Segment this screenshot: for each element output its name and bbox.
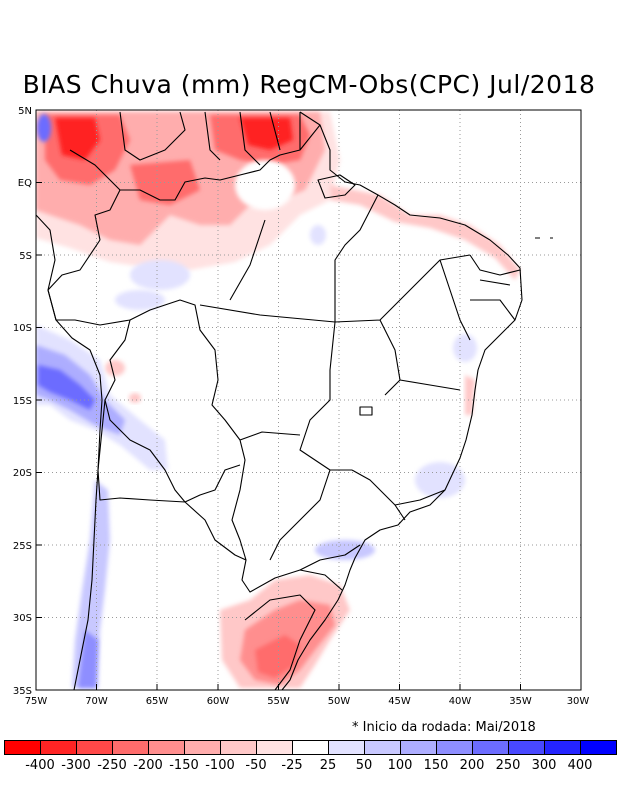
bias-area-andes-strong [38,365,95,410]
state-borders [199,194,521,571]
color-scale-label: -100 [205,758,235,773]
bias-patch-northwest-corner [37,114,51,142]
color-scale-swatch [472,740,509,755]
lat-label: 5S [19,251,32,262]
lon-label: 75W [25,696,48,707]
bias-patch-rondonia [115,290,165,310]
lat-label: 30S [13,613,32,624]
border-paraguay [184,501,247,561]
lat-label: 25S [13,541,32,552]
color-scale-label: 200 [459,758,485,773]
lat-label: 5N [18,106,32,117]
color-scale-label: -400 [25,758,55,773]
color-scale-label: -300 [61,758,91,773]
color-scale-label: 150 [423,758,449,773]
color-scale-label: -150 [169,758,199,773]
lat-label: 15S [13,396,32,407]
color-scale-swatch [4,740,41,755]
marajo-island [317,174,356,199]
bias-area-chile-coast [72,480,110,688]
run-start-note: * Inicio da rodada: Mai/2018 [352,720,536,735]
color-scale-swatch [292,740,329,755]
bias-area-ne-east-coast [465,375,475,415]
lon-label: 60W [207,696,230,707]
color-scale-swatch [76,740,113,755]
lon-label: 70W [85,696,108,707]
grid-lines [36,110,581,690]
border-uruguay [244,594,316,690]
color-scale-swatch [256,740,293,755]
bias-patch-bahia [453,334,477,362]
border-bolivia [104,319,241,503]
axis-ticks [36,109,521,691]
coastline [281,111,523,690]
bias-area-south-strong [255,635,300,678]
color-scale-label: -50 [245,758,267,773]
bias-patch-sp-coast [315,540,375,560]
border-brazil [47,124,343,593]
color-scale-swatch [148,740,185,755]
lat-label: EQ [18,178,32,189]
color-scale-swatch [220,740,257,755]
lon-label: 65W [146,696,169,707]
lon-label: 40W [449,696,472,707]
bias-spot-andes [129,393,141,403]
color-scale-swatch [436,740,473,755]
map-title: BIAS Chuva (mm) RegCM-Obs(CPC) Jul/2018 [22,70,596,99]
color-scale-label: 50 [355,758,373,773]
federal-district [359,406,373,416]
bias-spot-bolivia [105,360,125,376]
color-scale-swatch [400,740,437,755]
lon-label: 35W [509,696,532,707]
boundaries [36,111,553,690]
color-scale-label: 400 [567,758,593,773]
lon-label: 30W [567,696,590,707]
color-scale-swatch [184,740,221,755]
color-scale-label: -200 [133,758,163,773]
color-scale-label: 300 [531,758,557,773]
lat-label: 10S [13,323,32,334]
bias-area-chile-coast-strong [78,630,98,688]
color-scale-label: -250 [97,758,127,773]
bias-patch-amazon-west [130,260,190,290]
bias-patch-para [310,225,326,245]
color-scale-swatch [364,740,401,755]
color-scale-swatch [40,740,77,755]
color-scale-swatch [508,740,545,755]
coastline-west [36,214,103,690]
color-scale-label: 25 [319,758,337,773]
color-scale-label: 250 [495,758,521,773]
lon-label: 45W [388,696,411,707]
border-argentina [97,399,186,503]
color-scale-label: -25 [281,758,303,773]
color-scale-swatch [328,740,365,755]
latitude-labels: 5N EQ 5S 10S 15S 20S 25S 30S 35S [13,106,32,697]
bias-patch-se-coast [415,462,465,498]
color-scale [4,740,617,757]
color-scale-labels: -400 -300 -250 -200 -150 -100 -50 -25 25 50 100 150… [0,758,618,778]
lat-label: 35S [13,686,32,697]
border-venezuela-colombia [69,111,186,191]
lon-label: 50W [328,696,351,707]
lon-label: 55W [267,696,290,707]
color-scale-swatch [580,740,617,755]
border-guianas [204,111,301,166]
color-scale-label: 100 [387,758,413,773]
color-scale-swatch [544,740,581,755]
lat-label: 20S [13,468,32,479]
color-scale-swatch [112,740,149,755]
longitude-labels: 75W 70W 65W 60W 55W 50W 45W 40W 35W 30W [25,696,590,707]
bias-gap-amazon-mouth [235,160,295,210]
bias-area-ne-coast [330,185,520,280]
